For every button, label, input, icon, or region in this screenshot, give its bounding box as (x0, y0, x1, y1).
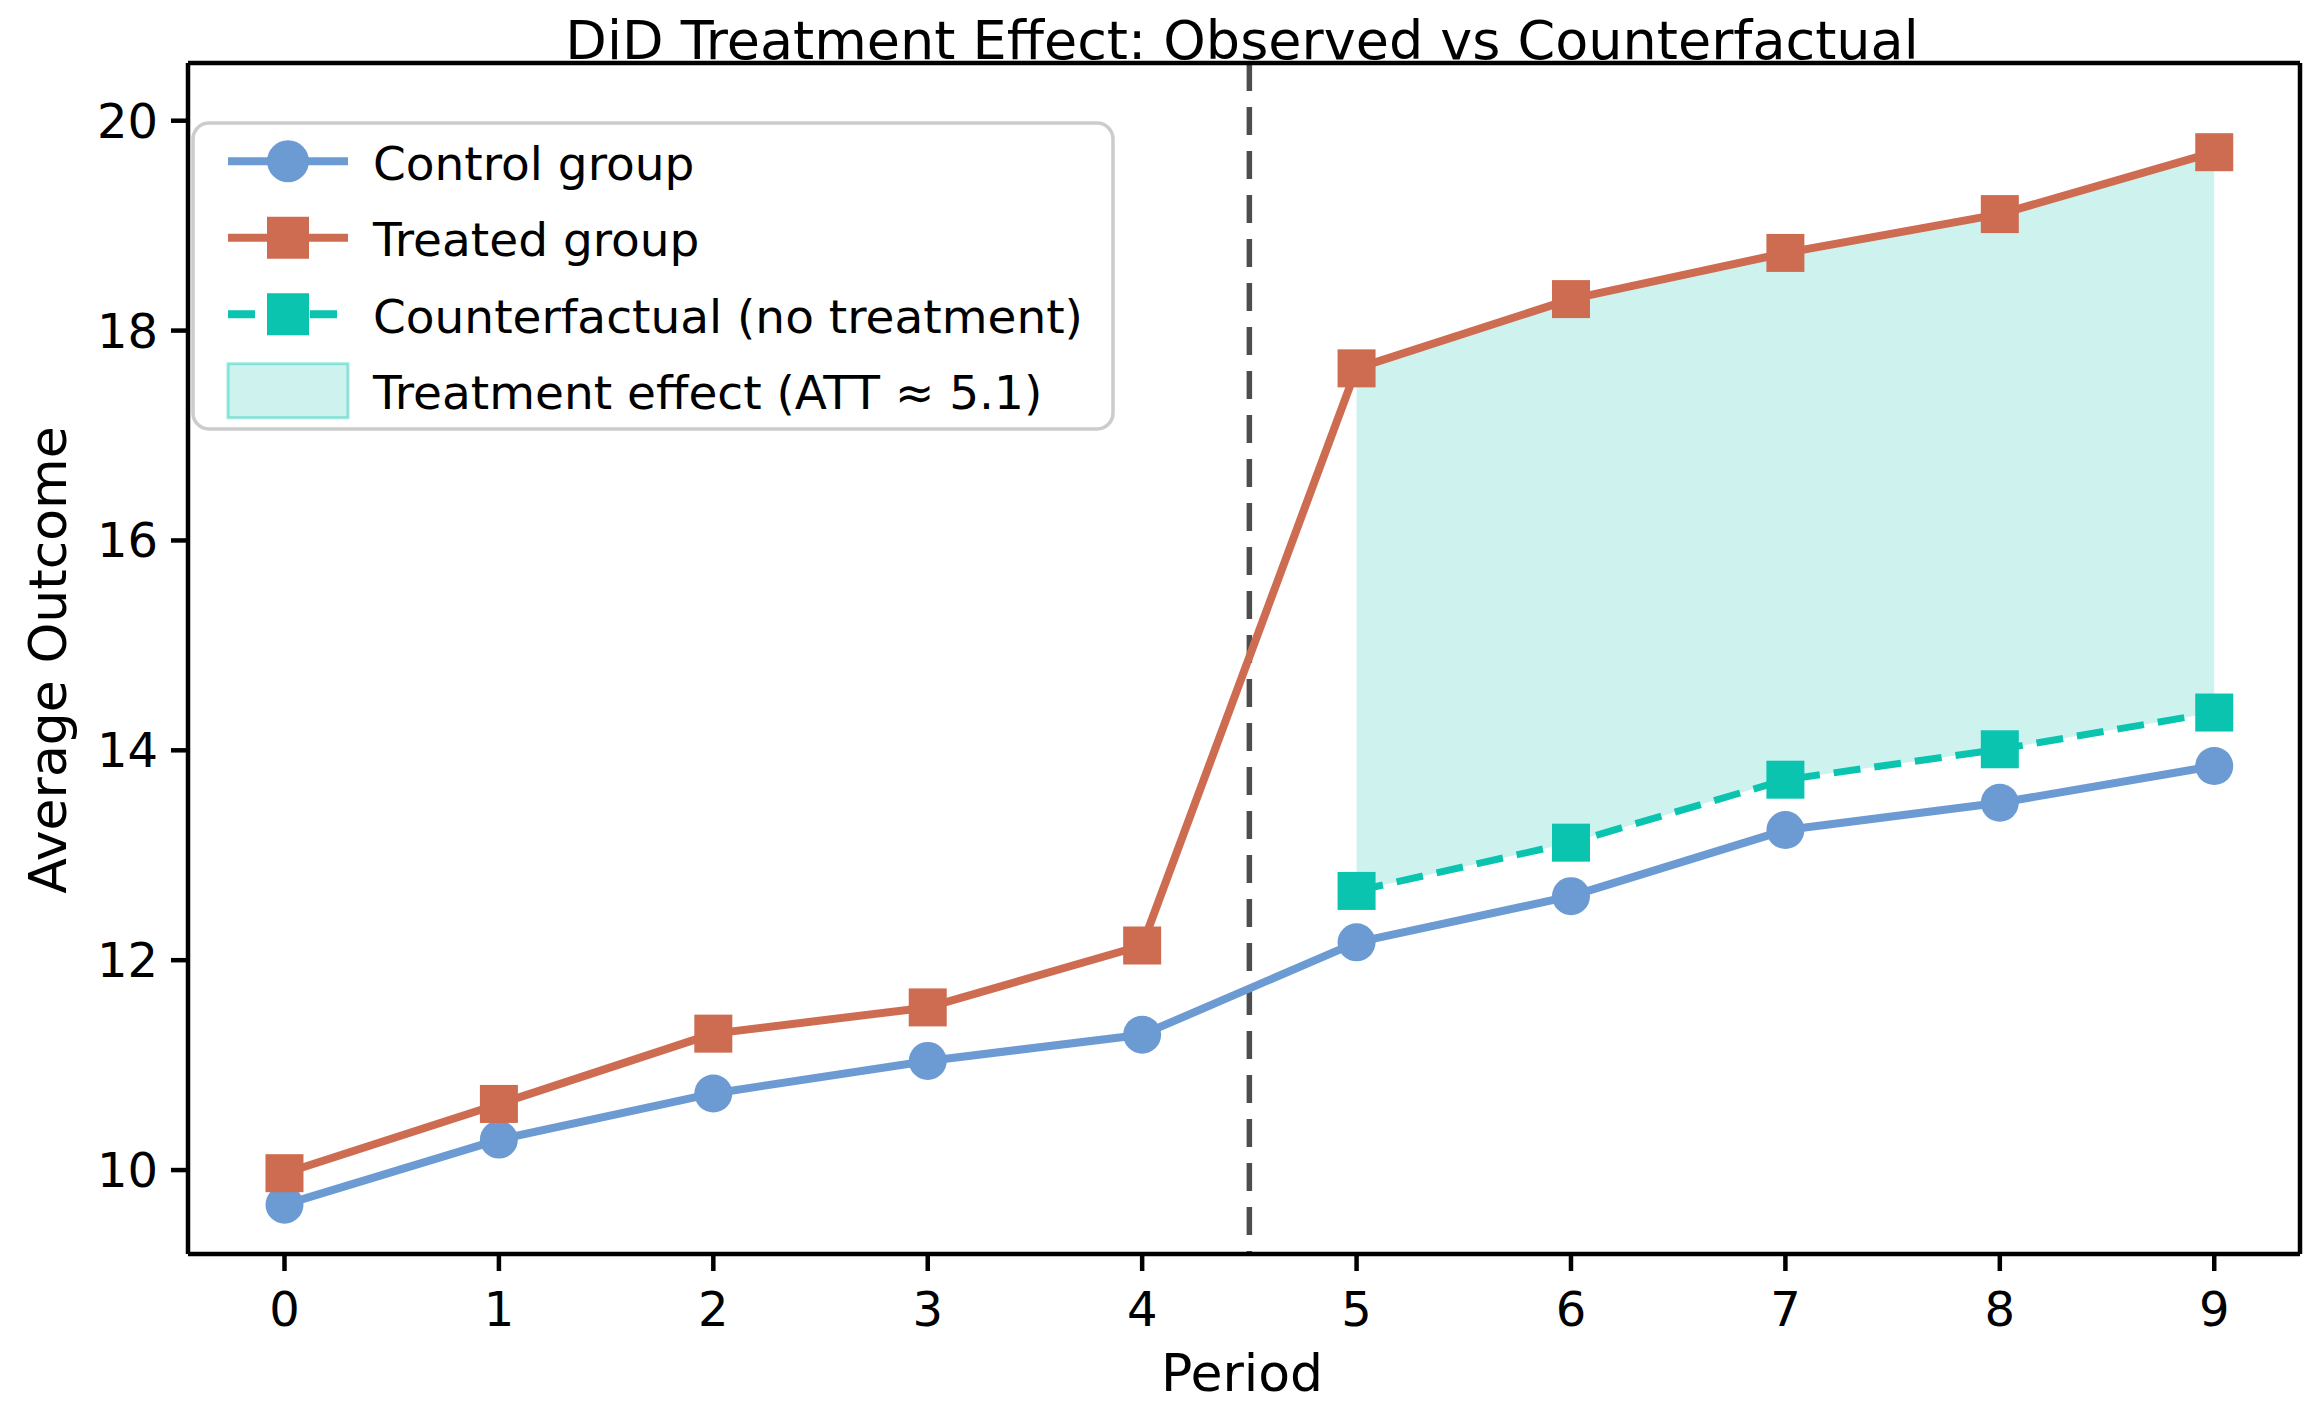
legend-swatch-circle (267, 140, 309, 182)
data-point-control-group (1338, 923, 1376, 961)
data-point-counterfactual-no-treatment (1981, 730, 2019, 768)
legend-swatch-square (267, 217, 309, 259)
data-point-treated-group (480, 1085, 518, 1123)
data-point-control-group (694, 1074, 732, 1112)
y-axis-label: Average Outcome (18, 426, 78, 893)
y-tick-label: 20 (97, 93, 158, 149)
legend-swatch-patch (228, 364, 348, 418)
data-point-treated-group (694, 1015, 732, 1053)
legend-item-label: Treated group (372, 212, 699, 267)
data-point-treated-group (1123, 926, 1161, 964)
x-tick-label: 7 (1770, 1281, 1801, 1337)
data-point-counterfactual-no-treatment (1338, 872, 1376, 910)
data-point-control-group (1123, 1016, 1161, 1054)
data-point-control-group (2195, 747, 2233, 785)
data-point-treated-group (1552, 280, 1590, 318)
data-point-counterfactual-no-treatment (1766, 761, 1804, 799)
data-point-counterfactual-no-treatment (1552, 824, 1590, 862)
x-tick-label: 2 (698, 1281, 729, 1337)
x-tick-label: 5 (1341, 1281, 1372, 1337)
x-tick-label: 0 (269, 1281, 300, 1337)
data-point-control-group (909, 1042, 947, 1080)
x-axis-label: Period (1161, 1343, 1323, 1403)
x-tick-label: 8 (1985, 1281, 2016, 1337)
x-tick-label: 6 (1556, 1281, 1587, 1337)
legend-item-label: Treatment effect (ATT ≈ 5.1) (372, 365, 1042, 420)
data-point-treated-group (1981, 195, 2019, 233)
x-tick-label: 4 (1127, 1281, 1158, 1337)
legend-item-label: Counterfactual (no treatment) (373, 289, 1083, 344)
data-point-control-group (480, 1121, 518, 1159)
did-chart-svg: 0123456789101214161820 Control groupTrea… (0, 0, 2309, 1427)
data-point-treated-group (265, 1154, 303, 1192)
y-tick-label: 12 (97, 932, 158, 988)
x-tick-label: 3 (912, 1281, 943, 1337)
legend-item-label: Control group (373, 136, 694, 191)
y-tick-label: 16 (97, 512, 158, 568)
chart-title: DiD Treatment Effect: Observed vs Counte… (565, 9, 1918, 72)
data-point-treated-group (1766, 234, 1804, 272)
data-point-treated-group (909, 988, 947, 1026)
data-point-treated-group (2195, 133, 2233, 171)
data-point-treated-group (1338, 349, 1376, 387)
x-tick-label: 9 (2199, 1281, 2230, 1337)
y-tick-label: 18 (97, 303, 158, 359)
legend-swatch-square (267, 293, 309, 335)
data-point-control-group (1552, 877, 1590, 915)
y-tick-label: 10 (97, 1142, 158, 1198)
data-point-control-group (1981, 784, 2019, 822)
did-figure: 0123456789101214161820 Control groupTrea… (0, 0, 2309, 1427)
y-tick-label: 14 (97, 722, 158, 778)
x-tick-label: 1 (484, 1281, 515, 1337)
data-point-control-group (1766, 811, 1804, 849)
data-point-counterfactual-no-treatment (2195, 694, 2233, 732)
legend-group: Control group Treated group Counterfactual… (193, 123, 1113, 429)
